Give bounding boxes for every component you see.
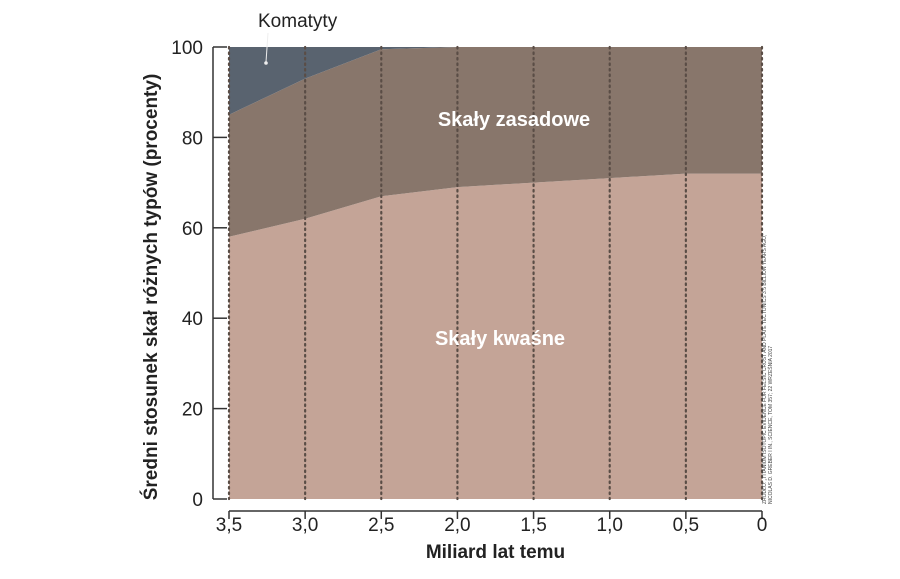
y-tick-label-1: 20	[182, 400, 203, 421]
label-skaly-kwasne: Skały kwaśne	[435, 328, 565, 350]
x-tick-label-0: 3,5	[216, 515, 242, 536]
x-tick-label-2: 2,5	[368, 515, 394, 536]
x-tick-label-4: 1,5	[520, 515, 546, 536]
y-tick-label-2: 40	[182, 309, 203, 330]
axes: 0 20 40 60 80 100 3,5 3,0 2,5 2,0 1,5 1,0 0,5 0	[171, 38, 767, 536]
x-axis-title: Miliard lat temu	[426, 542, 565, 563]
x-tick-label-7: 0	[757, 515, 768, 536]
x-tick-label-6: 0,5	[673, 515, 699, 536]
vertical-gridlines	[227, 45, 764, 501]
y-tick-label-0: 0	[192, 490, 203, 511]
label-skaly-zasadowe: Skały zasadowe	[438, 109, 590, 131]
label-komatyty: Komatyty	[258, 11, 338, 32]
area-series-0	[229, 173, 762, 499]
komatyty-leader-dot	[264, 61, 268, 65]
x-tick-label-5: 1,0	[597, 515, 623, 536]
source-note: ŹRÓDŁO: „TITANIUM ISOTOPIC EVIDENCE FOR …	[762, 232, 774, 504]
y-axis-title: Średni stosunek skał różnych typów (proc…	[140, 74, 162, 501]
komatyty-leader-line	[265, 32, 269, 63]
x-tick-label-1: 3,0	[292, 515, 318, 536]
y-tick-label-3: 60	[182, 219, 203, 240]
area-series-2	[229, 47, 762, 115]
chart-labels: Miliard lat temu Średni stosunek skał róż…	[140, 11, 590, 563]
area-layers	[229, 47, 762, 499]
x-tick-label-3: 2,0	[444, 515, 470, 536]
area-series-1	[229, 47, 762, 237]
y-tick-label-5: 100	[171, 38, 203, 59]
y-tick-label-4: 80	[182, 128, 203, 149]
